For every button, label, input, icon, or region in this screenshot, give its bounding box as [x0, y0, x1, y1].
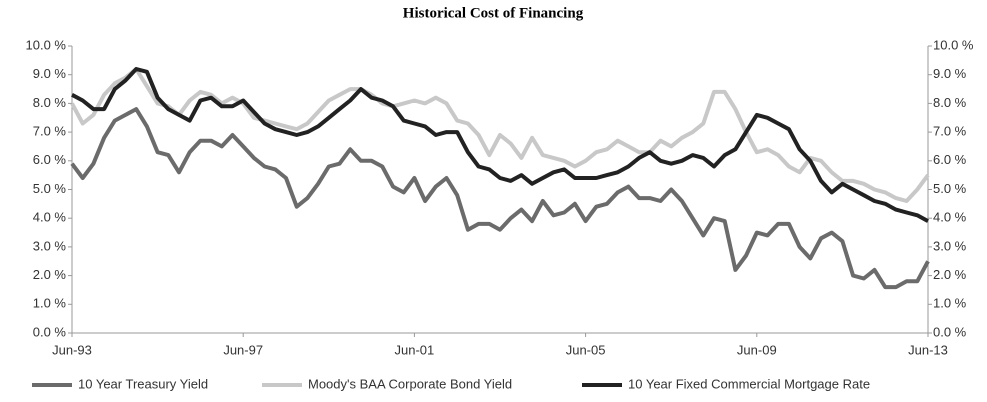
y-tick-label: 10.0 %: [26, 37, 67, 52]
y2-tick-label: 5.0 %: [933, 181, 967, 196]
y2-tick-label: 4.0 %: [933, 210, 967, 225]
y2-tick-label: 6.0 %: [933, 152, 967, 167]
y2-tick-label: 10.0 %: [933, 37, 974, 52]
legend-label: 10 Year Fixed Commercial Mortgage Rate: [628, 376, 870, 391]
y-tick-label: 9.0 %: [33, 66, 67, 81]
x-tick-label: Jun-05: [566, 342, 606, 357]
y-tick-label: 8.0 %: [33, 95, 67, 110]
series-line: [70, 107, 930, 290]
y-tick-label: 0.0 %: [33, 324, 67, 339]
y-tick-label: 6.0 %: [33, 152, 67, 167]
y-tick-label: 5.0 %: [33, 181, 67, 196]
y2-tick-label: 0.0 %: [933, 324, 967, 339]
x-tick-label: Jun-01: [395, 342, 435, 357]
x-tick-label: Jun-93: [52, 342, 92, 357]
y2-tick-label: 1.0 %: [933, 296, 967, 311]
x-tick-label: Jun-13: [908, 342, 948, 357]
y2-tick-label: 3.0 %: [933, 238, 967, 253]
y2-tick-label: 8.0 %: [933, 95, 967, 110]
y-tick-label: 3.0 %: [33, 238, 67, 253]
chart-title: Historical Cost of Financing: [403, 5, 584, 21]
x-tick-label: Jun-09: [737, 342, 777, 357]
y2-tick-label: 9.0 %: [933, 66, 967, 81]
series-line: [70, 67, 930, 203]
y2-tick-label: 2.0 %: [933, 267, 967, 282]
y-tick-label: 7.0 %: [33, 124, 67, 139]
y2-tick-label: 7.0 %: [933, 124, 967, 139]
legend-label: Moody's BAA Corporate Bond Yield: [308, 376, 512, 391]
series-line: [71, 67, 929, 223]
y-tick-label: 4.0 %: [33, 210, 67, 225]
y-tick-label: 2.0 %: [33, 267, 67, 282]
legend-label: 10 Year Treasury Yield: [78, 376, 208, 391]
y-tick-label: 1.0 %: [33, 296, 67, 311]
x-tick-label: Jun-97: [223, 342, 263, 357]
